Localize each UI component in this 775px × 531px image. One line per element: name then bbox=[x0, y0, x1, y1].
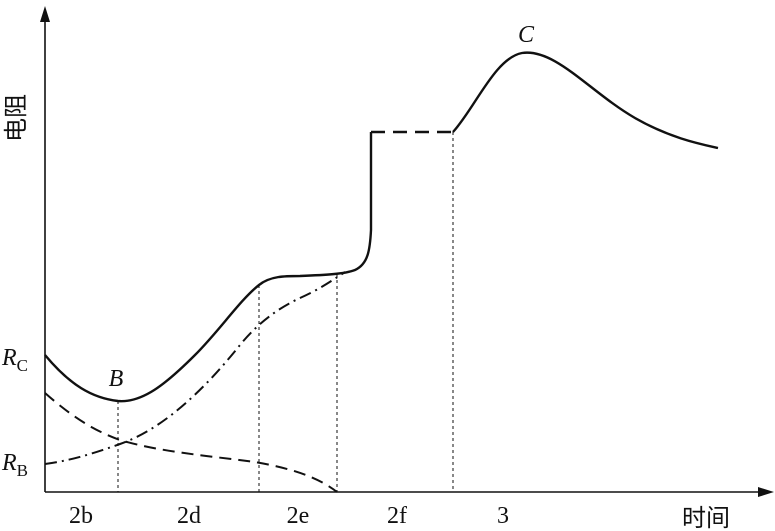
stage-label: 2b bbox=[69, 503, 93, 529]
stage-label: 2f bbox=[387, 503, 407, 529]
solid-stage3-curve bbox=[452, 51, 719, 150]
x-axis-arrowhead bbox=[758, 487, 774, 497]
solid-total-curve bbox=[44, 132, 373, 403]
stage-label: 2e bbox=[287, 503, 310, 529]
stage-label: 3 bbox=[497, 503, 509, 529]
stage-label: 2d bbox=[177, 503, 201, 529]
x-axis-label: 时间 bbox=[682, 504, 730, 531]
point-b-label: B bbox=[109, 366, 124, 392]
rb-label: RB bbox=[1, 450, 28, 480]
dashdot-rise-curve bbox=[44, 271, 346, 465]
stage-labels: 2b 2d 2e 2f 3 bbox=[69, 503, 509, 529]
y-axis-label: 电阻 bbox=[2, 94, 30, 142]
y-axis-arrowhead bbox=[40, 6, 50, 22]
dashed-decay-curve bbox=[44, 392, 338, 493]
point-c-label: C bbox=[518, 22, 535, 48]
stage-dividers bbox=[117, 132, 454, 492]
rc-label: RC bbox=[1, 345, 28, 375]
